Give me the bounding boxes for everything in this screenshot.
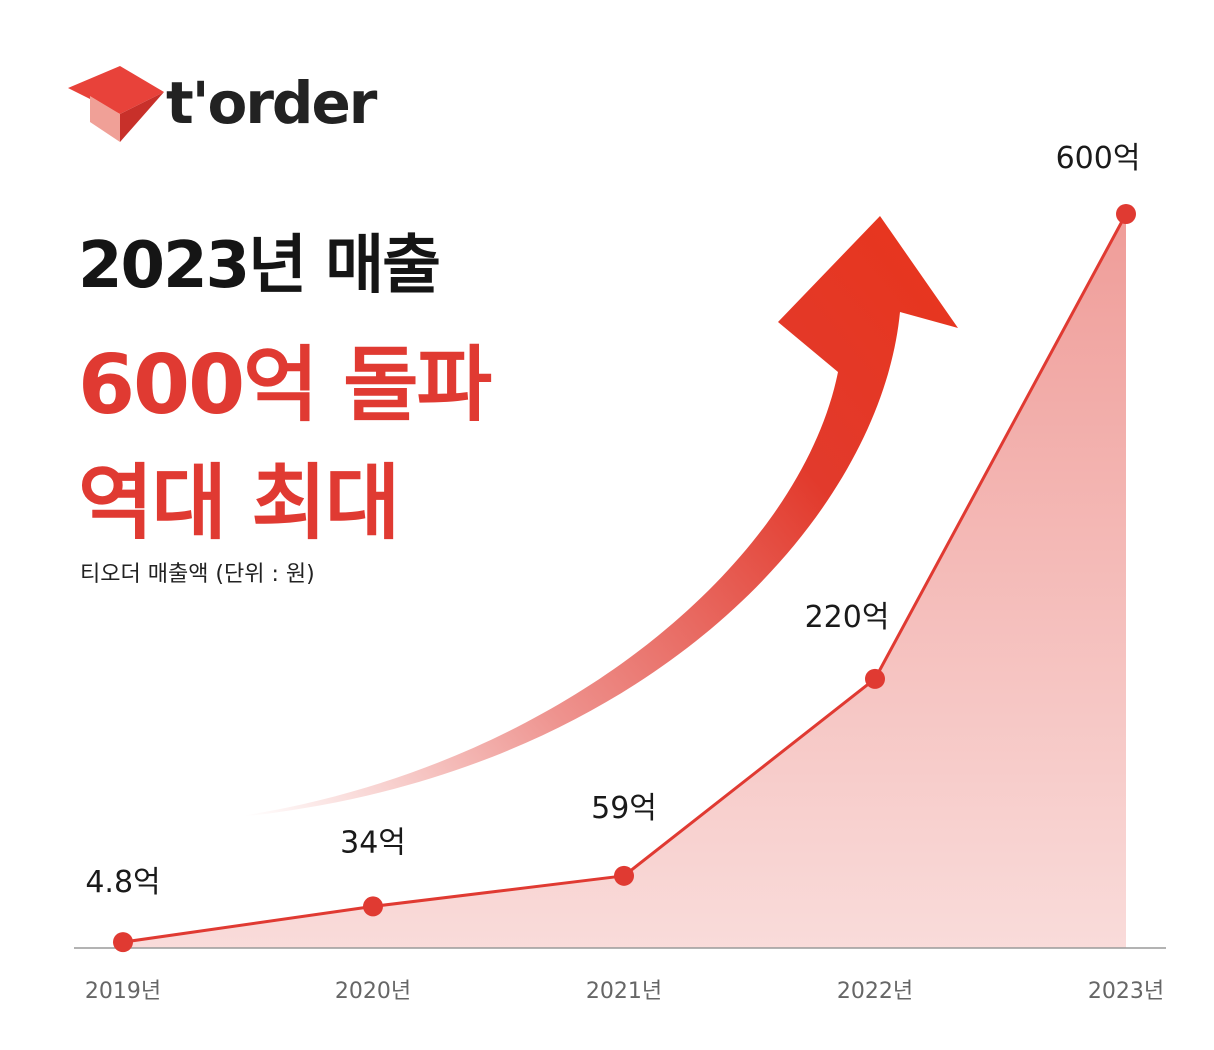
torder-logo-icon <box>68 66 164 142</box>
x-tick-label-3: 2022년 <box>837 979 913 1004</box>
revenue-area <box>123 214 1126 948</box>
headline-line-2: 600억 돌파 <box>78 338 492 433</box>
chart-subtitle: 티오더 매출액 (단위 : 원) <box>80 562 315 587</box>
growth-arrow-icon <box>228 216 958 818</box>
data-point-1 <box>363 896 383 917</box>
value-label-1: 34억 <box>340 825 406 860</box>
headline-line-3: 역대 최대 <box>78 456 400 551</box>
data-point-3 <box>865 668 885 689</box>
value-label-4: 600억 <box>1056 141 1141 176</box>
value-label-2: 59억 <box>591 791 657 826</box>
x-tick-label-0: 2019년 <box>85 979 161 1004</box>
x-tick-label-2: 2021년 <box>586 979 662 1004</box>
brand-name: t'order <box>166 69 377 137</box>
data-point-0 <box>113 932 133 953</box>
value-label-0: 4.8억 <box>85 865 160 900</box>
torder-logo: t'order <box>68 66 377 146</box>
data-point-2 <box>614 865 634 886</box>
headline-line-1: 2023년 매출 <box>78 229 441 303</box>
data-point-4 <box>1116 204 1136 224</box>
x-tick-label-4: 2023년 <box>1088 979 1164 1004</box>
x-tick-label-1: 2020년 <box>335 979 411 1004</box>
value-label-3: 220억 <box>805 600 890 635</box>
